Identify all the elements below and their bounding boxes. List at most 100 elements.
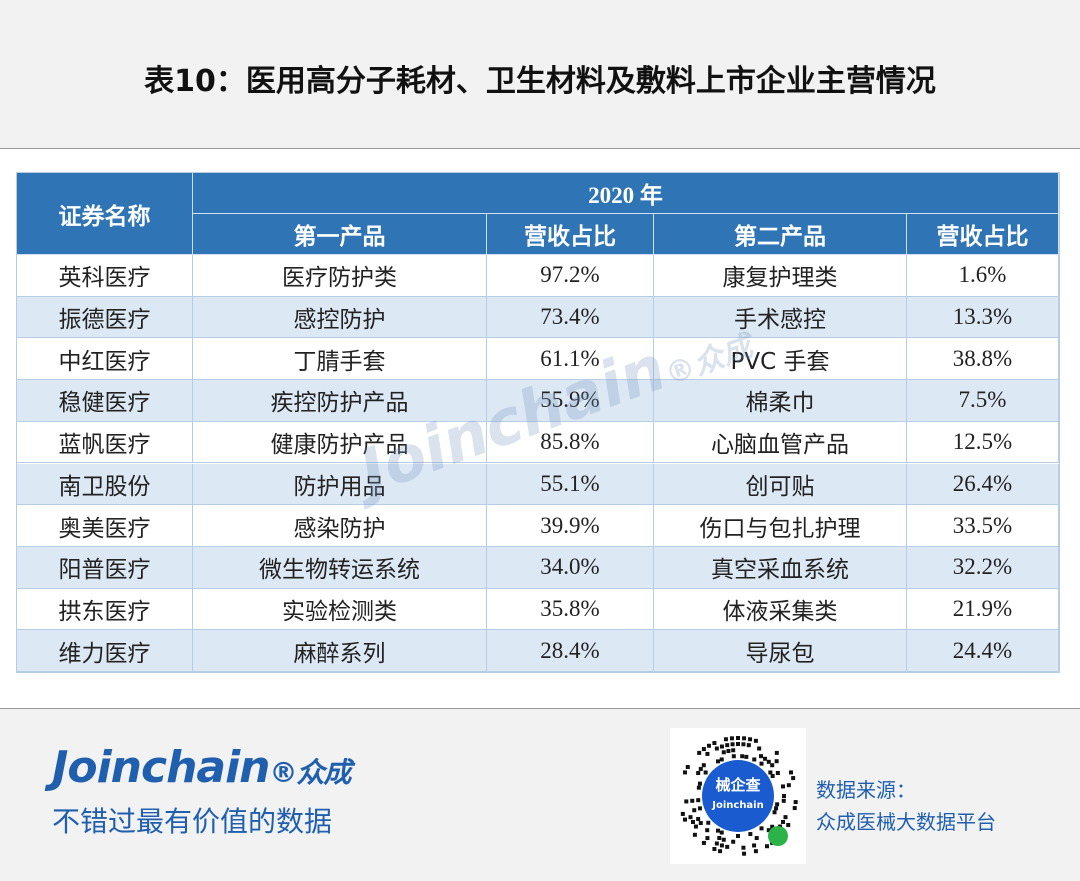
qr-dot — [697, 781, 702, 786]
table-cell: 24.4% — [907, 630, 1059, 672]
table-cell: 稳健医疗 — [17, 380, 193, 422]
qr-dot — [705, 836, 710, 841]
qr-dot — [757, 746, 762, 751]
qr-dot — [719, 843, 724, 848]
qr-dot — [725, 844, 730, 849]
table-cell: 97.2% — [487, 255, 654, 297]
qr-dot — [716, 759, 720, 764]
table-cell: 34.0% — [487, 546, 654, 589]
qr-dot — [723, 737, 728, 742]
table-cell: 阳普医疗 — [17, 546, 193, 589]
qr-badge — [768, 826, 788, 846]
footer-brand-mark: ®众成 — [269, 756, 352, 789]
table-cell: 21.9% — [907, 588, 1059, 631]
qr-dot — [741, 845, 746, 850]
qr-dot — [701, 747, 706, 752]
qr-dot — [712, 741, 717, 746]
source-label: 数据来源： — [816, 778, 916, 802]
qr-pattern — [680, 736, 798, 856]
qr-dot — [770, 824, 775, 829]
qr-dot — [763, 756, 768, 761]
qr-dot — [752, 757, 757, 762]
table-cell: 拱东医疗 — [17, 588, 193, 631]
qr-dot — [719, 757, 724, 762]
qr-dot — [740, 754, 745, 759]
qr-dot — [748, 832, 753, 837]
qr-dot — [736, 736, 740, 740]
qr-dot — [731, 839, 736, 844]
table-cell: PVC 手套 — [654, 338, 907, 381]
qr-dot — [780, 784, 785, 789]
qr-dot — [744, 754, 749, 759]
table-cell: 医疗防护类 — [193, 255, 487, 297]
qr-dot — [759, 761, 764, 766]
qr-dot — [692, 808, 697, 813]
qr-dot — [774, 806, 779, 811]
qr-dot — [792, 806, 797, 811]
table-cell: 第二产品 — [654, 214, 907, 255]
qr-dot — [746, 743, 751, 748]
table-cell: 微生物转运系统 — [193, 546, 487, 589]
qr-dot — [680, 811, 685, 816]
qr-dot — [706, 820, 711, 825]
table-cell: 心脑血管产品 — [654, 421, 907, 464]
qr-dot — [697, 750, 702, 755]
qr-dot — [712, 846, 717, 851]
title: 表10：医用高分子耗材、卫生材料及敷料上市企业主营情况 — [144, 64, 936, 99]
qr-center — [702, 760, 774, 832]
qr-dot — [793, 800, 798, 805]
qr-dot — [782, 794, 786, 798]
table-cell: 体液采集类 — [654, 588, 907, 631]
table-cell: 丁腈手套 — [193, 338, 487, 381]
qr-dot — [717, 836, 722, 841]
qr-dot — [770, 763, 775, 768]
qr-dot — [748, 737, 753, 742]
qr-dot — [698, 821, 703, 826]
qr-dot — [736, 742, 740, 746]
qr-dot — [765, 844, 769, 849]
qr-dot — [719, 744, 724, 749]
qr-dot — [774, 759, 779, 764]
qr-dot — [690, 820, 695, 824]
table-cell: 感染防护 — [193, 505, 487, 547]
table-cell: 棉柔巾 — [654, 380, 907, 422]
qr-dot — [701, 840, 706, 845]
qr-dot — [781, 820, 786, 824]
table-cell: 55.1% — [487, 463, 654, 506]
table-cell: 73.4% — [487, 296, 654, 339]
qr-dot — [721, 750, 726, 755]
table-cell: 营收占比 — [487, 214, 654, 255]
table-cell: 康复护理类 — [654, 255, 907, 297]
qr-dot — [742, 736, 747, 741]
qr-dot — [791, 776, 796, 781]
table-cell: 伤口与包扎护理 — [654, 505, 907, 547]
qr-dot — [783, 815, 788, 820]
qr-dot — [693, 824, 698, 829]
table-cell: 麻醉系列 — [193, 630, 487, 672]
qr-dot — [775, 771, 780, 775]
qr-dot — [729, 736, 734, 741]
footer-logo: Joinchain®众成 — [52, 742, 352, 793]
table-cell: 85.8% — [487, 421, 654, 464]
table-cell: 振德医疗 — [17, 296, 193, 339]
qr-dot — [731, 748, 736, 753]
table-cell: 感控防护 — [193, 296, 487, 339]
qr-dot — [714, 841, 719, 846]
qr-dot — [741, 742, 746, 747]
qr-dot — [774, 750, 779, 755]
qr-dot — [696, 785, 701, 790]
qr-dot — [697, 806, 702, 811]
table-cell: 13.3% — [907, 296, 1059, 339]
table-cell: 26.4% — [907, 463, 1059, 506]
qr-dot — [759, 754, 763, 759]
source: 众成医械大数据平台 — [816, 810, 996, 834]
qr-dot — [698, 766, 703, 771]
qr-dot — [692, 832, 697, 837]
qr-dot — [705, 751, 710, 756]
qr-dot — [683, 817, 688, 822]
table-cell: 健康防护产品 — [193, 421, 487, 464]
qr-dot — [705, 828, 710, 833]
qr-dot — [772, 810, 777, 815]
qr-dot — [768, 770, 773, 775]
qr-code: 械企查 Joinchain — [670, 728, 806, 864]
